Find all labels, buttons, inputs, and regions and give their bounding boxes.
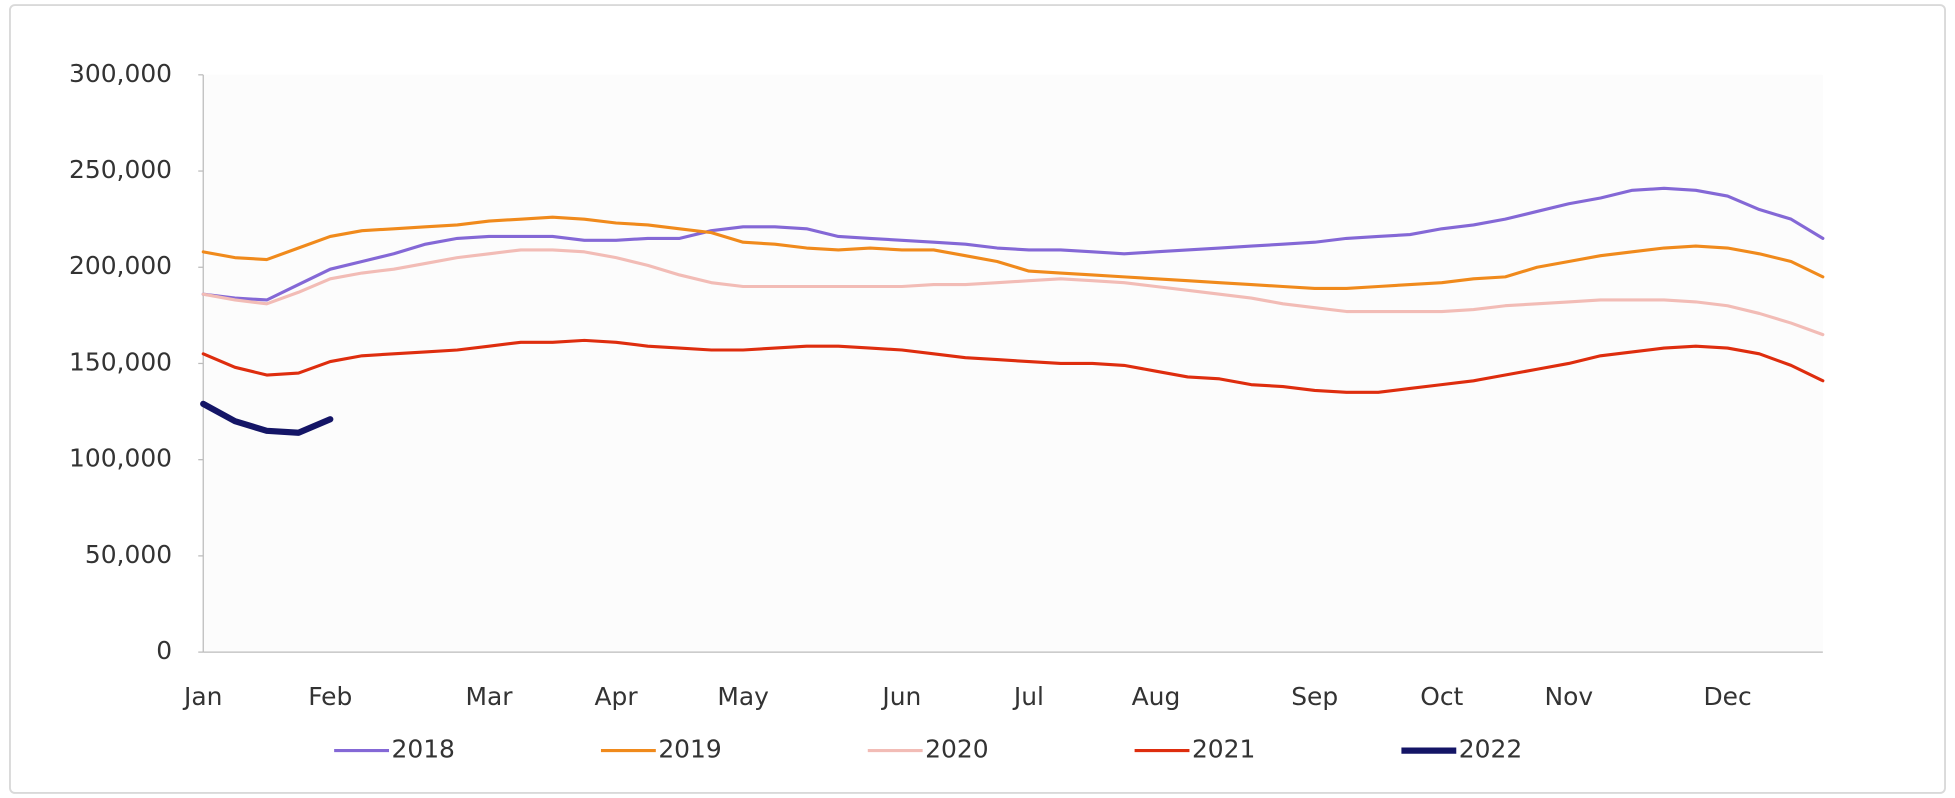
x-tick-label: Feb <box>308 682 352 711</box>
y-tick-label: 150,000 <box>69 347 172 376</box>
x-tick-label: Aug <box>1132 682 1181 711</box>
y-tick-label: 50,000 <box>85 540 172 569</box>
x-tick-label: Dec <box>1703 682 1751 711</box>
legend-label: 2020 <box>925 735 988 764</box>
x-tick-label: Oct <box>1420 682 1463 711</box>
series-line <box>200 400 334 436</box>
legend-label: 2022 <box>1459 735 1522 764</box>
y-tick-label: 250,000 <box>69 155 172 184</box>
legend-label: 2021 <box>1192 735 1255 764</box>
x-tick-label: Apr <box>595 682 639 711</box>
series-line <box>201 248 1825 337</box>
x-tick-label: May <box>717 682 769 711</box>
y-tick-label: 200,000 <box>69 251 172 280</box>
x-tick-label: Jun <box>880 682 921 711</box>
legend-label: 2018 <box>391 735 454 764</box>
series-line <box>201 338 1825 394</box>
x-tick-label: Sep <box>1291 682 1338 711</box>
x-tick-label: Jul <box>1012 682 1044 711</box>
legend-label: 2019 <box>658 735 721 764</box>
x-tick-label: Nov <box>1544 682 1593 711</box>
y-tick-label: 300,000 <box>69 59 172 88</box>
series-line <box>201 215 1825 290</box>
x-tick-label: Jan <box>182 682 222 711</box>
y-tick-label: 0 <box>156 636 172 665</box>
plot-area <box>203 74 1823 653</box>
series-line <box>201 186 1825 302</box>
y-tick-label: 100,000 <box>69 444 172 473</box>
x-tick-label: Mar <box>466 682 514 711</box>
